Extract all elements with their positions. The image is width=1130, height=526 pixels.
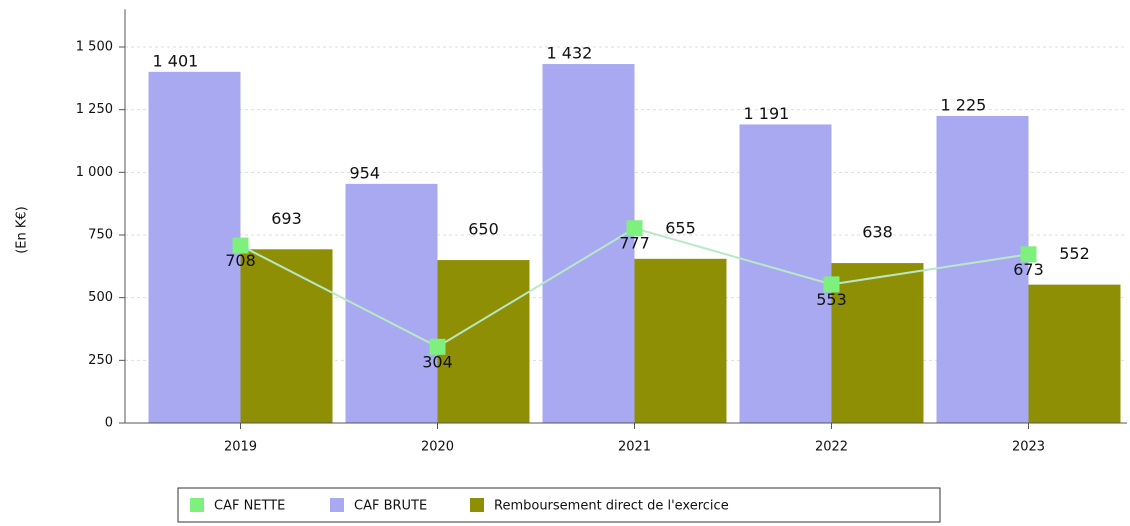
x-tick-label: 2021 xyxy=(618,440,651,455)
marker xyxy=(1020,246,1037,263)
marker xyxy=(232,237,249,254)
value-label: 1 225 xyxy=(941,95,987,114)
value-label: 553 xyxy=(816,290,847,309)
bar xyxy=(437,260,530,423)
marker xyxy=(823,276,840,293)
bar xyxy=(1028,284,1121,423)
legend-label: Remboursement direct de l'exercice xyxy=(494,499,729,514)
bar xyxy=(542,64,635,423)
value-label: 954 xyxy=(350,163,381,182)
bar xyxy=(634,258,727,423)
x-tick-label: 2023 xyxy=(1012,440,1045,455)
y-axis-label: (En K€) xyxy=(15,206,30,254)
legend xyxy=(177,487,941,523)
legend-swatch xyxy=(190,498,204,512)
legend-swatch xyxy=(470,498,484,512)
marker xyxy=(626,220,643,237)
bar xyxy=(936,115,1029,423)
bar xyxy=(240,249,333,423)
value-label: 650 xyxy=(468,220,499,239)
value-label: 777 xyxy=(619,234,650,253)
y-tick-label: 750 xyxy=(88,228,113,243)
value-label: 655 xyxy=(665,218,696,237)
y-tick-label: 250 xyxy=(88,353,113,368)
x-tick-label: 2019 xyxy=(224,440,257,455)
value-label: 708 xyxy=(225,251,256,270)
marker xyxy=(429,338,446,355)
x-tick-label: 2022 xyxy=(815,440,848,455)
y-tick-label: 0 xyxy=(105,416,113,431)
value-label: 1 191 xyxy=(744,104,790,123)
value-label: 693 xyxy=(271,209,302,228)
legend-swatch xyxy=(330,498,344,512)
x-tick-label: 2020 xyxy=(421,440,454,455)
legend-label: CAF NETTE xyxy=(214,499,285,514)
legend-label: CAF BRUTE xyxy=(354,499,427,514)
value-label: 304 xyxy=(422,352,453,371)
value-label: 552 xyxy=(1059,244,1090,263)
bar xyxy=(345,183,438,423)
bar xyxy=(148,71,241,423)
value-label: 1 432 xyxy=(547,44,593,63)
bar xyxy=(831,263,924,423)
value-label: 1 401 xyxy=(153,51,199,70)
y-tick-label: 500 xyxy=(88,290,113,305)
y-tick-label: 1 500 xyxy=(76,40,113,55)
bar xyxy=(739,124,832,424)
value-label: 673 xyxy=(1013,260,1044,279)
y-tick-label: 1 000 xyxy=(76,165,113,180)
y-tick-label: 1 250 xyxy=(76,102,113,117)
value-label: 638 xyxy=(862,223,893,242)
